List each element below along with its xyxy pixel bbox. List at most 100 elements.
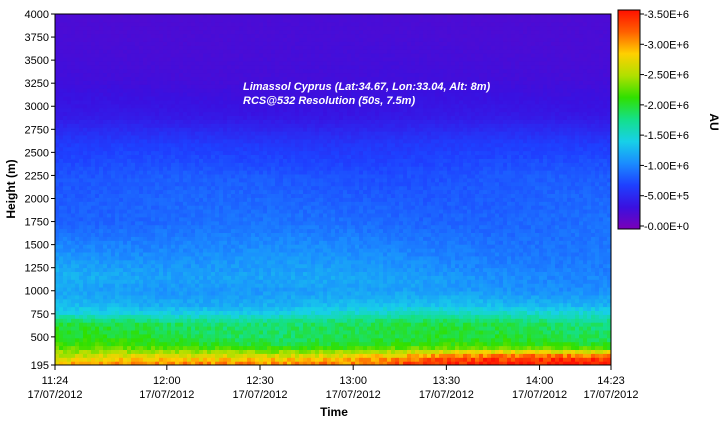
heatmap-cell [363, 329, 368, 335]
heatmap-cell [163, 275, 168, 280]
heatmap-cell [451, 322, 456, 327]
heatmap-cell [87, 259, 92, 265]
heatmap-cell [515, 248, 520, 253]
heatmap-cell [311, 310, 316, 315]
heatmap-cell [535, 259, 540, 265]
heatmap-cell [295, 294, 300, 300]
heatmap-cell [467, 287, 472, 292]
heatmap-cell [495, 275, 500, 280]
heatmap-cell [415, 314, 420, 319]
heatmap-cell [507, 345, 512, 350]
heatmap-cell [563, 224, 568, 230]
heatmap-cell [83, 294, 88, 300]
heatmap-cell [455, 329, 460, 335]
heatmap-cell [155, 224, 160, 230]
heatmap-cell [439, 240, 444, 245]
heatmap-cell [579, 294, 584, 300]
heatmap-cell [79, 240, 84, 245]
heatmap-cell [423, 251, 428, 257]
heatmap-cell [283, 322, 288, 327]
heatmap-cell [567, 240, 572, 245]
heatmap-cell [299, 244, 304, 249]
heatmap-cell [147, 255, 152, 261]
heatmap-cell [127, 341, 132, 347]
heatmap-cell [583, 318, 588, 323]
heatmap-cell [251, 353, 256, 358]
heatmap-cell [551, 232, 556, 237]
heatmap-cell [271, 337, 276, 343]
heatmap-cell [535, 236, 540, 241]
heatmap-cell [439, 271, 444, 276]
heatmap-cell [555, 349, 560, 354]
heatmap-cell [63, 228, 68, 233]
heatmap-cell [219, 232, 224, 237]
heatmap-cell [443, 314, 448, 319]
heatmap-cell [271, 294, 276, 300]
heatmap-cell [87, 240, 92, 245]
heatmap-cell [487, 357, 492, 362]
heatmap-cell [455, 228, 460, 233]
heatmap-cell [387, 287, 392, 292]
heatmap-cell [479, 267, 484, 272]
heatmap-cell [483, 248, 488, 253]
heatmap-cell [103, 357, 108, 362]
heatmap-cell [211, 232, 216, 237]
heatmap-cell [227, 333, 232, 339]
heatmap-cell [435, 240, 440, 245]
heatmap-cell [483, 244, 488, 249]
heatmap-cell [483, 353, 488, 358]
heatmap-cell [483, 298, 488, 304]
heatmap-cell [267, 333, 272, 339]
heatmap-cell [155, 267, 160, 272]
heatmap-cell [559, 294, 564, 300]
heatmap-cell [275, 255, 280, 261]
heatmap-cell [443, 322, 448, 327]
heatmap-cell [299, 306, 304, 311]
heatmap-cell [171, 318, 176, 323]
heatmap-cell [391, 224, 396, 230]
heatmap-cell [359, 341, 364, 347]
heatmap-cell [503, 287, 508, 292]
heatmap-cell [327, 255, 332, 261]
heatmap-cell [387, 228, 392, 233]
heatmap-cell [171, 333, 176, 339]
heatmap-cell [527, 267, 532, 272]
heatmap-cell [423, 341, 428, 347]
heatmap-cell [423, 302, 428, 308]
heatmap-cell [491, 349, 496, 354]
heatmap-cell [235, 267, 240, 272]
heatmap-cell [231, 279, 236, 284]
heatmap-cell [375, 287, 380, 292]
heatmap-cell [311, 244, 316, 249]
heatmap-cell [511, 345, 516, 350]
heatmap-cell [443, 337, 448, 343]
heatmap-cell [427, 333, 432, 339]
heatmap-cell [447, 326, 452, 331]
heatmap-cell [363, 337, 368, 343]
heatmap-cell [591, 244, 596, 249]
heatmap-cell [431, 298, 436, 304]
heatmap-cell [79, 294, 84, 300]
heatmap-cell [75, 283, 80, 288]
heatmap-cell [523, 263, 528, 269]
heatmap-cell [355, 244, 360, 249]
heatmap-cell [239, 353, 244, 358]
heatmap-cell [135, 298, 140, 304]
heatmap-cell [195, 244, 200, 249]
heatmap-cell [115, 357, 120, 362]
heatmap-cell [507, 341, 512, 347]
heatmap-cell [515, 279, 520, 284]
heatmap-cell [267, 248, 272, 253]
heatmap-cell [207, 279, 212, 284]
heatmap-cell [59, 255, 64, 261]
heatmap-cell [275, 302, 280, 308]
heatmap-cell [183, 314, 188, 319]
heatmap-cell [583, 255, 588, 261]
heatmap-cell [403, 306, 408, 311]
heatmap-cell [331, 240, 336, 245]
heatmap-cell [195, 236, 200, 241]
heatmap-cell [267, 310, 272, 315]
heatmap-cell [367, 353, 372, 358]
heatmap-cell [335, 255, 340, 261]
heatmap-cell [543, 353, 548, 358]
